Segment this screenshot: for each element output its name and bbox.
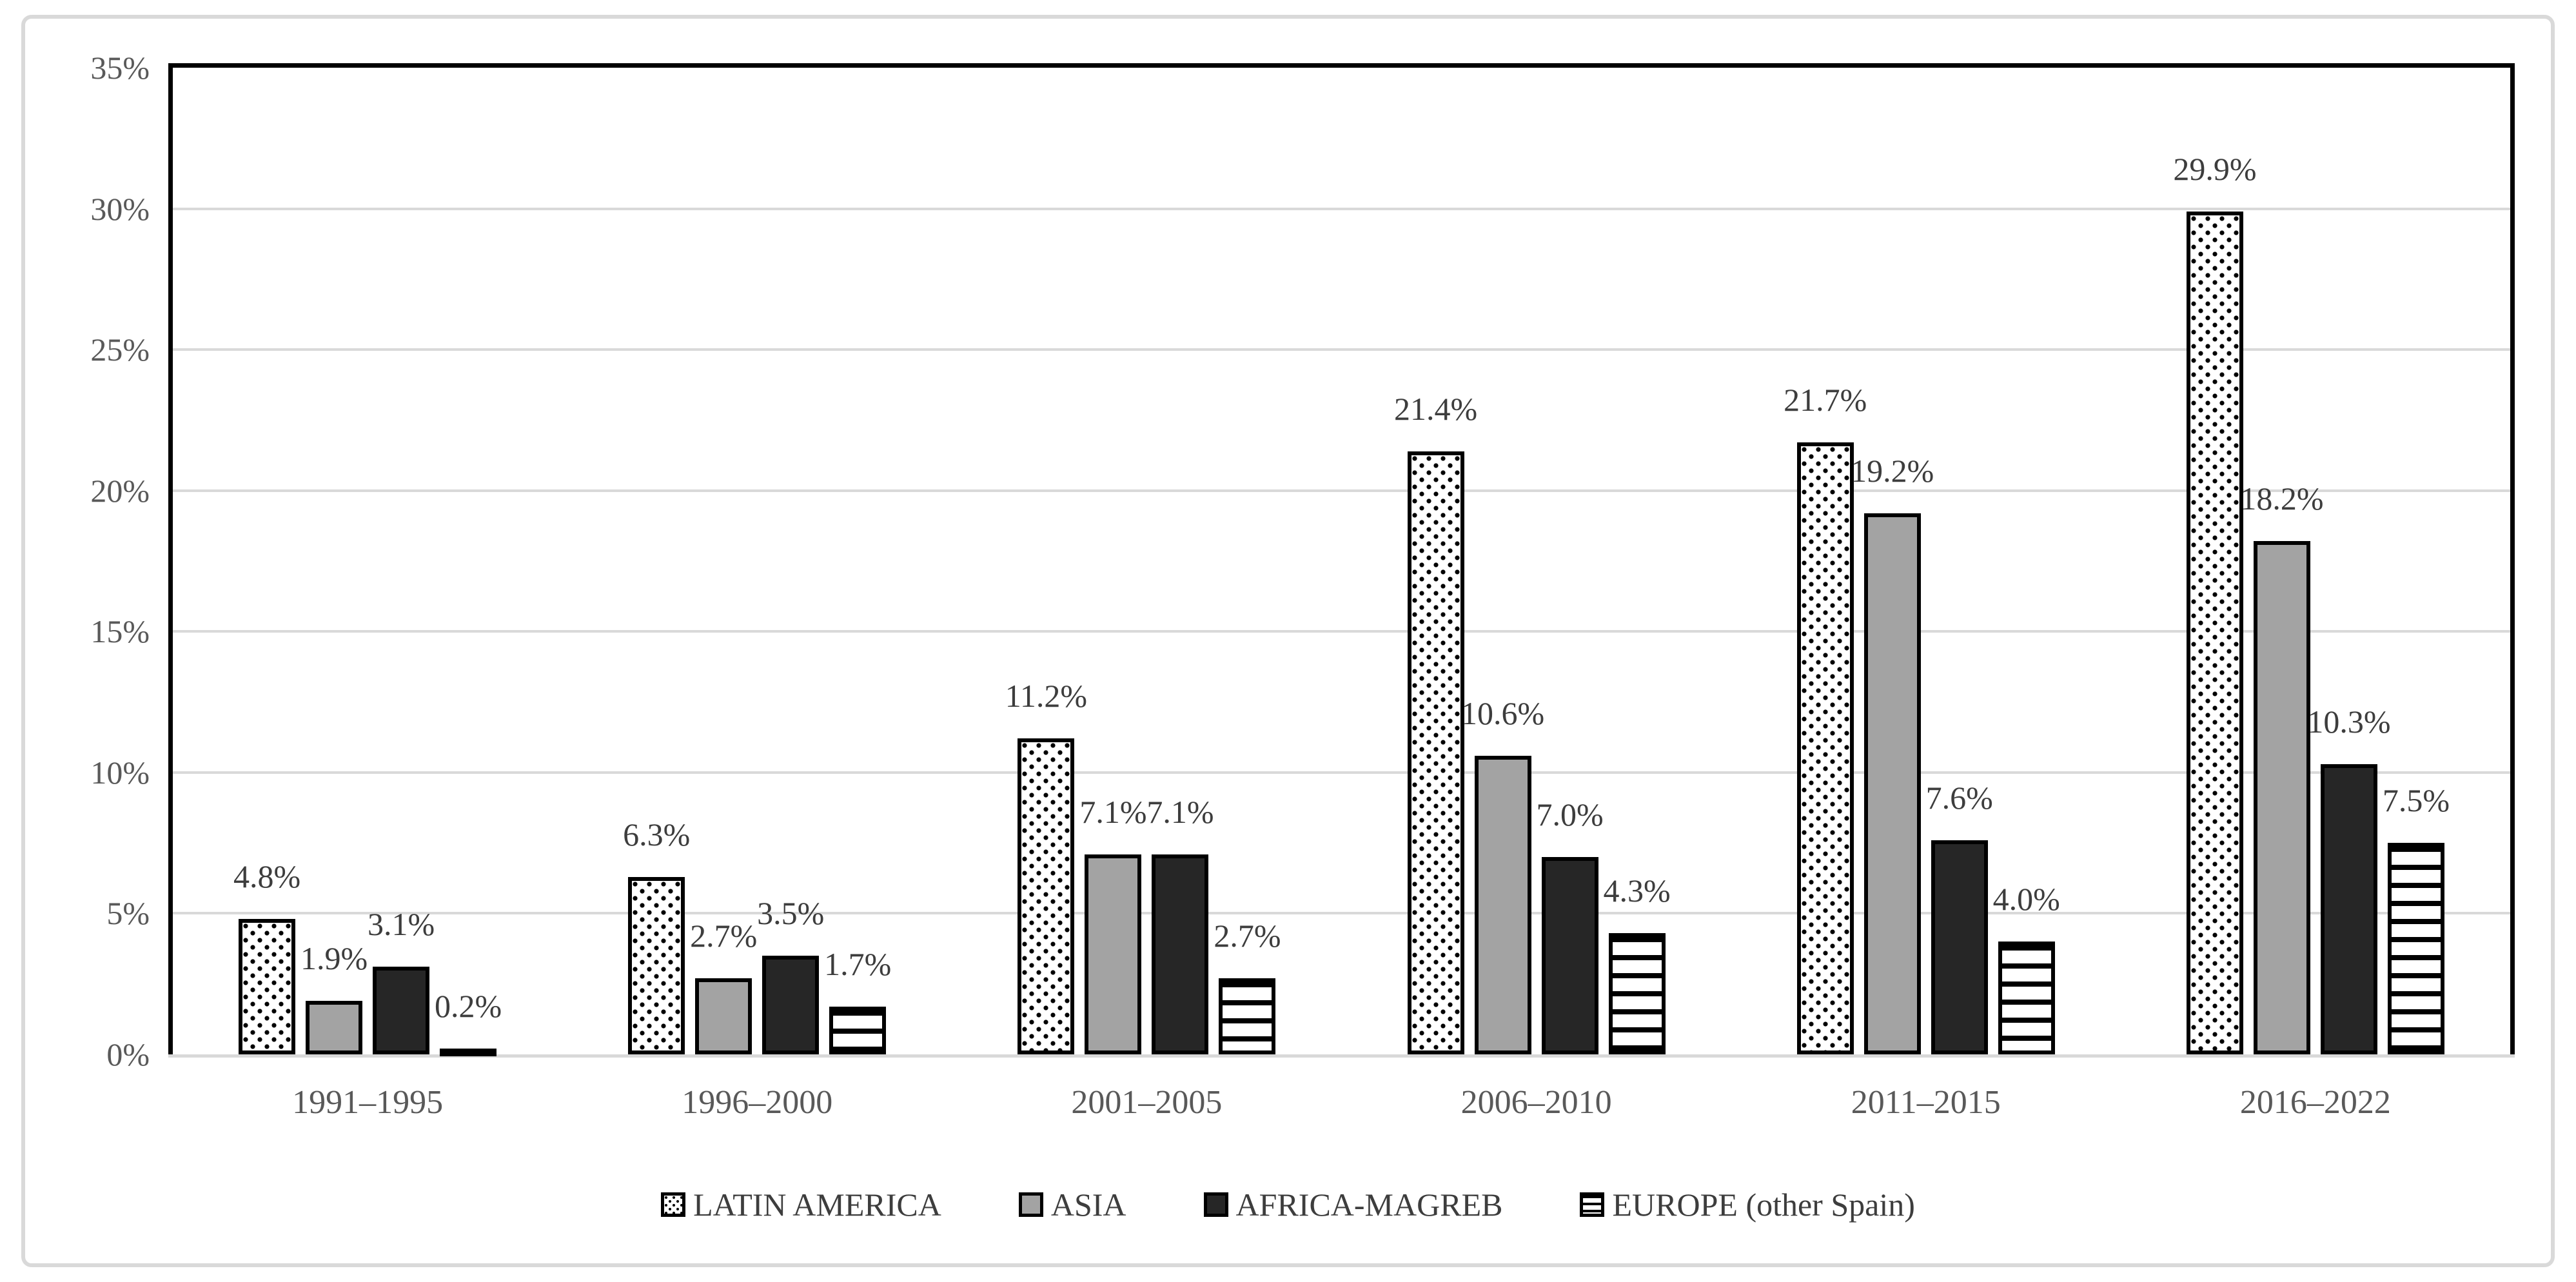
bar-europe-other-spain- bbox=[1219, 978, 1276, 1054]
data-label: 3.1% bbox=[368, 906, 435, 943]
y-tick-label: 5% bbox=[106, 895, 150, 932]
bar-europe-other-spain- bbox=[1998, 942, 2055, 1054]
data-label: 21.4% bbox=[1394, 390, 1478, 427]
y-tick-label: 10% bbox=[90, 754, 150, 791]
data-label: 7.0% bbox=[1536, 796, 1604, 833]
data-label: 7.1% bbox=[1079, 793, 1147, 830]
data-label: 2.7% bbox=[690, 917, 758, 954]
legend-label: EUROPE (other Spain) bbox=[1612, 1187, 1915, 1223]
bar-africa-magreb bbox=[762, 956, 820, 1054]
bar-latin-america bbox=[1407, 451, 1464, 1054]
y-tick-label: 20% bbox=[90, 472, 150, 509]
x-category-label: 2001–2005 bbox=[1071, 1084, 1223, 1121]
y-tick-label: 25% bbox=[90, 331, 150, 368]
data-label: 2.7% bbox=[1214, 917, 1281, 954]
data-label: 11.2% bbox=[1005, 678, 1088, 715]
data-label: 4.3% bbox=[1603, 873, 1671, 909]
legend-item: LATIN AMERICA bbox=[661, 1186, 941, 1223]
bar-asia bbox=[1863, 513, 1921, 1054]
data-label: 7.1% bbox=[1146, 793, 1214, 830]
bar-latin-america bbox=[2186, 211, 2243, 1054]
data-label: 10.6% bbox=[1461, 695, 1545, 731]
gridline-15% bbox=[173, 630, 2510, 633]
y-axis-line bbox=[168, 63, 173, 1054]
bar-africa-magreb bbox=[1931, 840, 1988, 1054]
chart-outer-frame bbox=[21, 15, 2555, 1267]
legend-swatch-dark-icon bbox=[1203, 1192, 1228, 1217]
bar-latin-america bbox=[1796, 442, 1854, 1054]
bar-asia bbox=[1085, 854, 1142, 1054]
legend-swatch-dots-icon bbox=[661, 1192, 686, 1217]
bar-latin-america bbox=[239, 919, 296, 1054]
plot-border-top bbox=[168, 63, 2515, 68]
data-label: 10.3% bbox=[2307, 703, 2391, 740]
x-axis-line bbox=[168, 1054, 2515, 1058]
bar-asia bbox=[2253, 541, 2310, 1054]
data-label: 19.2% bbox=[1851, 452, 1934, 489]
legend-item: EUROPE (other Spain) bbox=[1580, 1186, 1915, 1223]
data-label: 1.9% bbox=[300, 940, 368, 976]
plot-border-right bbox=[2510, 63, 2515, 1054]
legend-swatch-gray-icon bbox=[1018, 1192, 1043, 1217]
x-category-label: 1991–1995 bbox=[292, 1084, 444, 1121]
data-label: 3.5% bbox=[757, 895, 825, 931]
bar-africa-magreb bbox=[373, 967, 430, 1054]
bar-asia bbox=[1474, 755, 1531, 1054]
legend-label: AFRICA-MAGREB bbox=[1235, 1187, 1503, 1223]
bar-africa-magreb bbox=[2320, 764, 2377, 1054]
bar-latin-america bbox=[1018, 738, 1075, 1054]
x-category-label: 2011–2015 bbox=[1851, 1084, 2001, 1121]
y-tick-label: 35% bbox=[90, 50, 150, 86]
data-label: 6.3% bbox=[623, 816, 691, 853]
bar-latin-america bbox=[628, 876, 685, 1054]
legend-label: ASIA bbox=[1050, 1187, 1126, 1223]
x-category-label: 2016–2022 bbox=[2239, 1084, 2391, 1121]
y-tick-label: 0% bbox=[106, 1036, 150, 1072]
data-label: 18.2% bbox=[2240, 480, 2324, 517]
gridline-5% bbox=[173, 912, 2510, 915]
x-category-label: 1996–2000 bbox=[682, 1084, 833, 1121]
gridline-10% bbox=[173, 771, 2510, 774]
data-label: 29.9% bbox=[2173, 150, 2257, 187]
bar-africa-magreb bbox=[1152, 854, 1209, 1054]
bar-africa-magreb bbox=[1541, 857, 1598, 1054]
data-label: 21.7% bbox=[1784, 382, 1867, 419]
data-label: 1.7% bbox=[824, 945, 892, 982]
y-tick-label: 15% bbox=[90, 613, 150, 650]
gridline-30% bbox=[173, 207, 2510, 210]
legend-item: AFRICA-MAGREB bbox=[1203, 1186, 1503, 1223]
data-label: 0.2% bbox=[435, 988, 502, 1025]
data-label: 7.6% bbox=[1925, 779, 1993, 816]
legend: LATIN AMERICA ASIA AFRICA-MAGREB EUROPE (ot… bbox=[0, 1172, 2576, 1237]
bar-europe-other-spain- bbox=[1608, 933, 1666, 1054]
bar-europe-other-spain- bbox=[829, 1006, 887, 1054]
gridline-20% bbox=[173, 489, 2510, 492]
bar-europe-other-spain- bbox=[2387, 843, 2444, 1054]
gridline-25% bbox=[173, 348, 2510, 351]
legend-item: ASIA bbox=[1018, 1186, 1126, 1223]
y-tick-label: 30% bbox=[90, 190, 150, 227]
x-category-label: 2006–2010 bbox=[1460, 1084, 1612, 1121]
data-label: 7.5% bbox=[2382, 782, 2450, 819]
data-label: 4.0% bbox=[1992, 881, 2060, 918]
bar-europe-other-spain- bbox=[440, 1049, 497, 1057]
bar-asia bbox=[306, 1000, 363, 1054]
data-label: 4.8% bbox=[233, 858, 301, 895]
bar-asia bbox=[695, 978, 752, 1054]
legend-swatch-hlines-icon bbox=[1580, 1192, 1605, 1217]
legend-label: LATIN AMERICA bbox=[693, 1187, 941, 1223]
